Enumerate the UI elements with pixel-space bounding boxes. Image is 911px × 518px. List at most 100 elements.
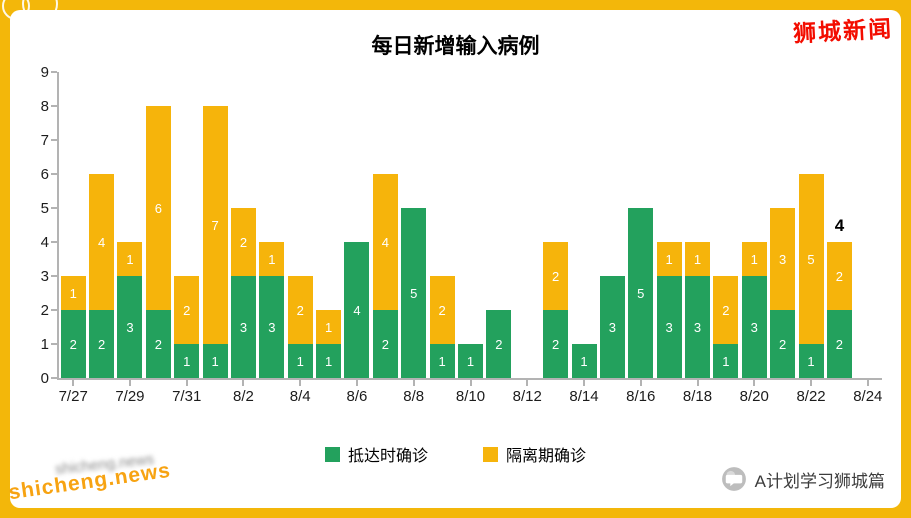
legend-item-arrival: 抵达时确诊 (324, 442, 428, 466)
x-tick-mark (412, 380, 415, 386)
y-tick-mark (51, 173, 57, 175)
y-tick-mark (51, 105, 57, 107)
y-tick-mark (51, 241, 57, 243)
bar-segment: 2 (486, 310, 512, 378)
x-tick-mark (128, 380, 131, 386)
x-tick-mark (696, 380, 699, 386)
bar-segment: 1 (656, 242, 682, 276)
bar-segment: 1 (259, 242, 285, 276)
bar-segment: 1 (741, 242, 767, 276)
x-tick-label: 7/29 (115, 388, 145, 405)
bar-segment: 2 (429, 276, 455, 344)
bar-segment: 3 (770, 208, 796, 310)
bar-segment: 5 (401, 208, 427, 378)
brand-logo-text: 狮城新闻 (792, 15, 894, 48)
bar-segment: 2 (826, 310, 852, 378)
chat-bubble-icon (721, 467, 746, 491)
x-tick-mark (185, 380, 188, 386)
y-tick-label: 3 (40, 268, 49, 285)
x-tick-mark (299, 380, 302, 386)
plot-area: 0 1 2 3 4 5 6 7 8 9 7/27 7/29 7/31 8/2 8/4 8/6 8/8 8/10 8/… (41, 64, 883, 405)
bar-segment: 2 (770, 310, 796, 378)
y-tick-label: 7 (40, 132, 49, 149)
bar-segment: 6 (145, 106, 171, 310)
bar-segment: 3 (685, 276, 711, 378)
y-tick-mark (51, 139, 57, 141)
bar-segment: 1 (202, 344, 228, 378)
bar-segment: 1 (316, 344, 342, 378)
bar-segment: 2 (89, 310, 115, 378)
bar-segment: 3 (741, 276, 767, 378)
bar-segment: 4 (89, 174, 115, 310)
legend-label-arrival: 抵达时确诊 (347, 448, 428, 465)
x-tick-mark (72, 380, 75, 386)
bar-segment: 2 (230, 208, 256, 276)
x-tick-label: 8/2 (233, 388, 254, 405)
bar-segment: 2 (826, 242, 852, 310)
bar-segment: 2 (543, 242, 569, 310)
y-tick-mark (51, 71, 57, 73)
y-tick-label: 1 (40, 336, 49, 353)
bar-segment: 7 (202, 106, 228, 344)
x-tick-label: 8/6 (346, 388, 368, 405)
bar-segment: 2 (60, 310, 86, 378)
x-tick-mark (753, 380, 756, 386)
y-tick-mark (51, 309, 57, 311)
bar-segment: 3 (599, 276, 625, 378)
x-tick-label: 8/10 (455, 388, 486, 405)
y-tick-label: 0 (40, 370, 49, 387)
bar-segment: 1 (429, 344, 455, 378)
y-tick-mark (51, 343, 57, 345)
x-tick-mark (810, 380, 813, 386)
bar-segment: 3 (259, 276, 285, 378)
bar-segment: 1 (571, 344, 597, 378)
legend-swatch-quarantine (483, 446, 498, 462)
legend-label-quarantine: 隔离期确诊 (506, 448, 587, 465)
bar-segment: 3 (117, 276, 143, 378)
bar-segment: 1 (458, 344, 483, 378)
bar-segment: 1 (798, 344, 824, 378)
chart-panel: 每日新增输入病例 0 1 2 3 4 5 6 7 8 9 7/27 7/29 7/31 8/2 8/4 8/6… (10, 10, 901, 508)
bar-segment: 3 (230, 276, 256, 378)
y-tick-mark (51, 207, 57, 209)
x-tick-label: 8/4 (289, 388, 311, 405)
x-tick-label: 8/22 (796, 388, 826, 405)
y-tick-label: 6 (40, 166, 49, 183)
legend-item-quarantine: 隔离期确诊 (483, 442, 586, 466)
bar-segment: 4 (372, 174, 398, 310)
x-tick-label: 8/12 (512, 388, 542, 405)
x-tick-mark (355, 380, 358, 386)
x-tick-mark (639, 380, 642, 386)
bar-segment: 5 (628, 208, 654, 378)
footer-account: A计划学习狮城篇 (721, 466, 885, 492)
bar-segment: 4 (344, 242, 370, 378)
chart-title: 每日新增输入病例 (371, 35, 540, 58)
x-tick-label: 7/27 (58, 388, 88, 405)
chart-legend: 抵达时确诊 隔离期确诊 (10, 442, 901, 466)
bar-segment: 2 (372, 310, 398, 378)
x-tick-mark (583, 380, 586, 386)
y-tick-mark (51, 377, 57, 379)
x-tick-mark (242, 380, 245, 386)
bar-segment: 3 (656, 276, 682, 378)
x-tick-mark (866, 380, 869, 386)
y-tick-label: 8 (40, 98, 49, 115)
x-tick-label: 8/24 (853, 388, 883, 405)
bar-segment: 1 (174, 344, 200, 378)
bar-segment: 5 (798, 174, 824, 344)
y-tick-label: 4 (40, 234, 49, 251)
y-tick-label: 2 (40, 302, 49, 319)
latest-total-annotation: 4 (834, 216, 845, 235)
footer-account-label: A计划学习狮城篇 (754, 471, 885, 491)
y-tick-label: 5 (40, 200, 49, 217)
bar-segment: 1 (287, 344, 313, 378)
bar-segment: 1 (713, 344, 739, 378)
bar-segment: 1 (316, 310, 342, 344)
legend-swatch-arrival (324, 446, 340, 462)
x-tick-label: 8/20 (739, 388, 769, 405)
y-tick-mark (51, 275, 57, 277)
bar-segment: 2 (543, 310, 569, 378)
x-tick-label: 8/18 (682, 388, 713, 405)
x-tick-label: 7/31 (172, 388, 202, 405)
bar-segment: 1 (117, 242, 143, 276)
